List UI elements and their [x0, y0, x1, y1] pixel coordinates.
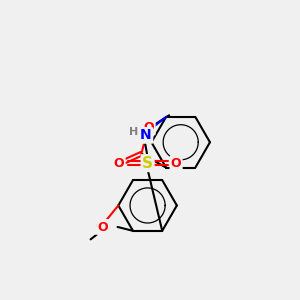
Text: O: O	[113, 157, 124, 169]
Text: O: O	[98, 220, 108, 233]
Text: O: O	[114, 157, 124, 169]
Text: O: O	[144, 121, 154, 134]
Text: S: S	[142, 156, 153, 171]
Text: Cl: Cl	[95, 220, 108, 233]
Text: O: O	[171, 157, 182, 169]
Text: H: H	[129, 127, 138, 137]
Text: N: N	[140, 128, 152, 142]
